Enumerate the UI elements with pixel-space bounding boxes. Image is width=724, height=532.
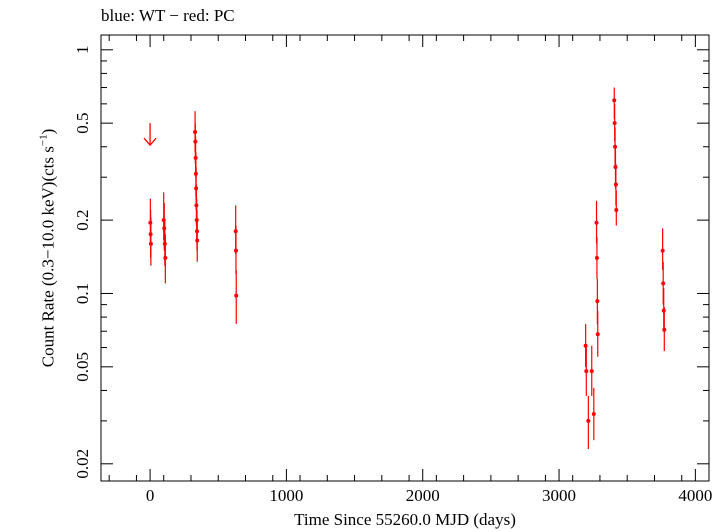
data-point	[195, 238, 200, 243]
data-point	[612, 98, 617, 103]
y-tick-label: 0.1	[73, 283, 92, 304]
data-point	[148, 241, 153, 246]
data-point	[612, 121, 617, 126]
x-tick-label: 3000	[542, 486, 576, 505]
data-point	[589, 369, 594, 374]
data-point	[234, 293, 239, 298]
y-tick-label: 0.2	[73, 209, 92, 230]
y-axis-label-end: )	[38, 128, 58, 135]
data-point	[595, 299, 600, 304]
data-point	[614, 208, 619, 213]
y-tick-label: 1	[73, 46, 92, 55]
x-axis-label: Time Since 55260.0 MJD (days)	[294, 510, 516, 529]
x-tick-label: 1000	[269, 486, 303, 505]
axis-ticks	[101, 35, 710, 481]
data-point	[583, 343, 588, 348]
data-point	[591, 412, 596, 417]
data-point	[661, 281, 666, 286]
data-point	[586, 418, 591, 423]
data-point	[595, 332, 600, 337]
y-axis-label: Count Rate (0.3−10.0 keV)(cts s−1)	[38, 129, 59, 368]
data-point	[660, 248, 665, 253]
data-point	[594, 220, 599, 225]
data-point	[584, 369, 589, 374]
data-marks	[143, 87, 667, 450]
data-point	[594, 255, 599, 260]
y-tick-label: 0.5	[73, 113, 92, 134]
axis-tick-labels: 0 1000 2000 3000 4000 0.02 0.05 0.1 0.2 0.5 1	[73, 46, 712, 505]
upper-limit-arrow-head	[143, 137, 157, 147]
x-tick-label: 4000	[678, 486, 712, 505]
data-point	[163, 255, 168, 260]
y-axis-label-superscript: −1	[37, 134, 50, 147]
x-tick-label: 0	[146, 486, 155, 505]
data-point	[613, 182, 618, 187]
x-tick-label: 2000	[406, 486, 440, 505]
y-axis-label-main: Count Rate (0.3−10.0 keV)(cts s	[38, 146, 58, 368]
data-point	[662, 327, 667, 332]
plot-frame	[100, 34, 710, 482]
y-tick-label: 0.02	[73, 449, 92, 479]
data-point	[233, 248, 238, 253]
y-tick-label: 0.05	[73, 352, 92, 382]
chart-title: blue: WT − red: PC	[101, 6, 235, 25]
